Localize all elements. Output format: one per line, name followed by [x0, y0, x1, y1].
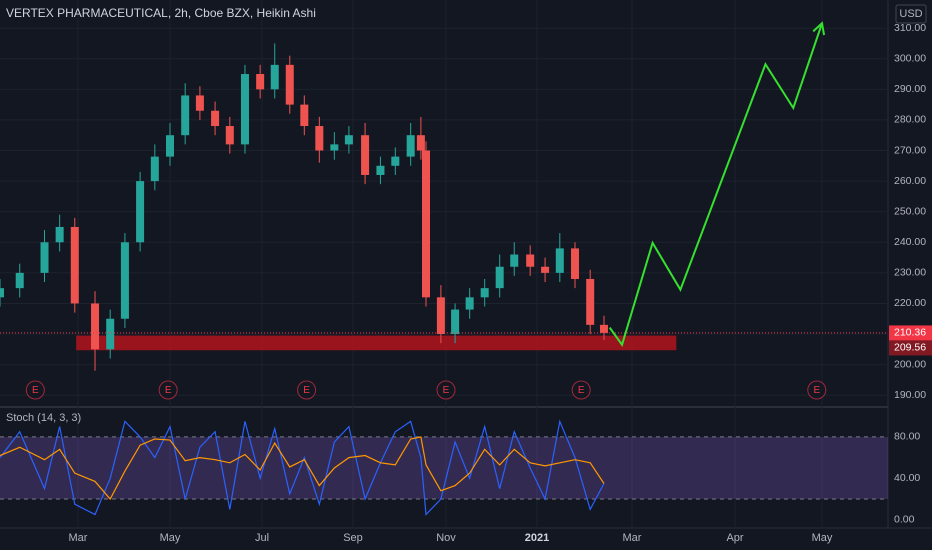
grid: [0, 0, 888, 528]
candle-body: [120, 242, 129, 319]
indicator-pane: [0, 419, 888, 516]
candle-body: [376, 165, 385, 175]
price-marker-label: 210.36: [894, 327, 926, 339]
price-marker-bg: [889, 325, 932, 341]
y-tick-label: 250.00: [894, 205, 926, 217]
x-tick-label: Nov: [436, 532, 456, 544]
y-tick-label: 310.00: [894, 22, 926, 34]
x-tick-label: May: [160, 532, 181, 544]
candle-body: [495, 266, 504, 289]
candle-body: [465, 297, 474, 310]
indicator-tick-label: 40.00: [894, 472, 920, 484]
projection-line: [608, 22, 823, 347]
earnings-label: E: [32, 385, 39, 396]
x-tick-label: 2021: [525, 532, 549, 544]
candle-body: [91, 303, 100, 350]
candle-body: [541, 266, 550, 273]
price-marker-bg: [889, 340, 932, 356]
y-tick-label: 230.00: [894, 267, 926, 279]
candle-body: [15, 272, 24, 289]
x-tick-label: Mar: [69, 532, 88, 544]
indicator-name: Stoch (14, 3, 3): [6, 412, 81, 424]
candle-body: [211, 110, 220, 127]
candle-body: [195, 95, 204, 111]
earnings-label: E: [303, 385, 310, 396]
y-tick-label: 240.00: [894, 236, 926, 248]
candle-body: [361, 135, 370, 175]
y-tick-label: 200.00: [894, 358, 926, 370]
earnings-marker: [297, 380, 317, 400]
indicator-tick-label: 0.00: [894, 514, 915, 526]
candle-body: [344, 135, 353, 145]
candle-body: [599, 324, 608, 333]
earnings-marker: [571, 380, 591, 400]
candle-body: [150, 156, 159, 182]
earnings-marker: [436, 380, 456, 400]
candle-body: [391, 156, 400, 166]
candle-body: [166, 135, 174, 157]
x-tick-label: Apr: [726, 532, 743, 544]
earnings-label: E: [578, 385, 585, 396]
x-tick-label: Mar: [623, 532, 642, 544]
earnings-label: E: [813, 385, 820, 396]
candle-body: [555, 248, 564, 273]
candle-body: [181, 95, 190, 136]
earnings-marker: [158, 380, 178, 400]
candle-body: [571, 248, 579, 279]
candle-body: [436, 297, 445, 335]
candle-body: [416, 135, 425, 151]
candle-body: [315, 126, 324, 151]
earnings-marker: [807, 380, 827, 400]
candle-body: [330, 144, 339, 151]
y-tick-label: 260.00: [894, 175, 926, 187]
candle-body: [0, 288, 4, 298]
earnings-label: E: [443, 385, 450, 396]
price-marker-label: 209.56: [894, 342, 926, 354]
candle-body: [406, 135, 415, 157]
candle-body: [300, 104, 309, 127]
candle-body: [256, 74, 265, 90]
stoch-line: [0, 436, 605, 501]
candle-body: [285, 64, 294, 105]
candle-body: [526, 254, 535, 267]
earnings-label: E: [165, 385, 172, 396]
candle-body: [225, 126, 234, 145]
y-tick-label: 190.00: [894, 389, 926, 401]
currency: USD: [899, 8, 922, 20]
candle-body: [422, 150, 431, 298]
candle-body: [55, 226, 64, 243]
candle-body: [40, 242, 49, 273]
candle-body: [451, 309, 460, 335]
x-tick-label: Sep: [343, 532, 363, 544]
currency-box[interactable]: [895, 4, 927, 24]
chart-title: VERTEX PHARMACEUTICAL, 2h, Cboe BZX, Hei…: [6, 6, 316, 20]
x-tick-label: May: [812, 532, 833, 544]
candle-body: [480, 288, 489, 298]
candle-body: [70, 226, 79, 304]
earnings-marker: [25, 380, 45, 400]
candle-body: [586, 278, 595, 325]
support-zone: [76, 335, 677, 351]
indicator-tick-label: 80.00: [894, 431, 920, 443]
candle-body: [106, 318, 115, 350]
stoch-line: [0, 419, 605, 516]
candle-body: [136, 181, 145, 243]
y-tick-label: 220.00: [894, 297, 926, 309]
y-tick-label: 270.00: [894, 144, 926, 156]
y-tick-label: 300.00: [894, 53, 926, 65]
candle-body: [270, 64, 279, 90]
projection-arrowhead: [812, 21, 826, 36]
y-tick-label: 290.00: [894, 83, 926, 95]
x-tick-label: Jul: [255, 532, 269, 544]
axes: 190.00200.00210.00220.00230.00240.00250.…: [69, 22, 932, 544]
candle-body: [240, 74, 249, 145]
candle-body: [510, 254, 519, 267]
y-tick-label: 280.00: [894, 114, 926, 126]
